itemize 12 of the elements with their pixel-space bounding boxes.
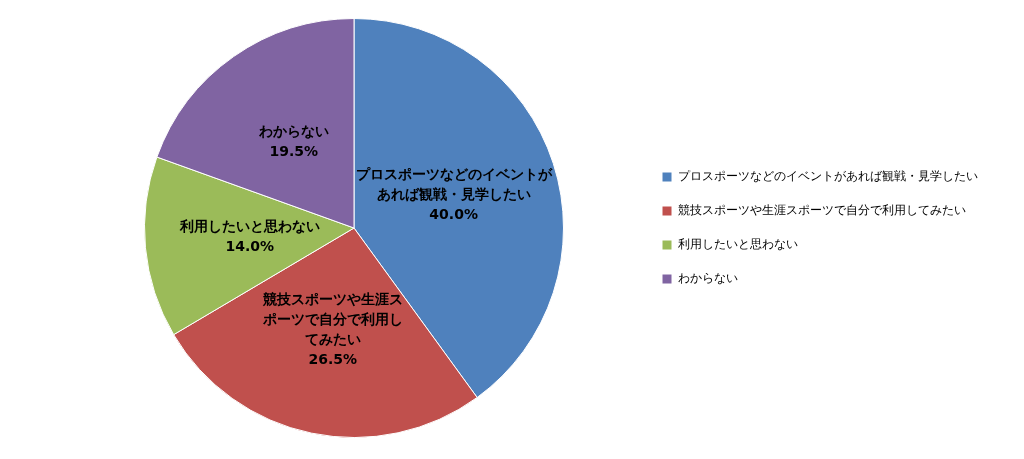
data-label: 19.5% [269, 142, 319, 159]
slice-label: わからない [257, 122, 329, 139]
legend-label: 利用したいと思わない [678, 237, 798, 252]
data-label: 40.0% [429, 206, 478, 223]
slice-label: 利用したいと思わない [178, 218, 320, 235]
legend-label: プロスポーツなどのイベントがあれば観戦・見学したい [678, 169, 978, 184]
data-label: 26.5% [308, 351, 358, 368]
slice-label: プロスポーツなどのイベントがあれば観戦・見学したい [355, 166, 553, 203]
legend-label: わからない [678, 271, 738, 286]
data-label: 14.0% [225, 238, 274, 255]
legend-label: 競技スポーツや生涯スポーツで自分で利用してみたい [678, 203, 966, 218]
slice-label: 競技スポーツや生涯スポーツで自分で利用してみたい [261, 291, 403, 348]
